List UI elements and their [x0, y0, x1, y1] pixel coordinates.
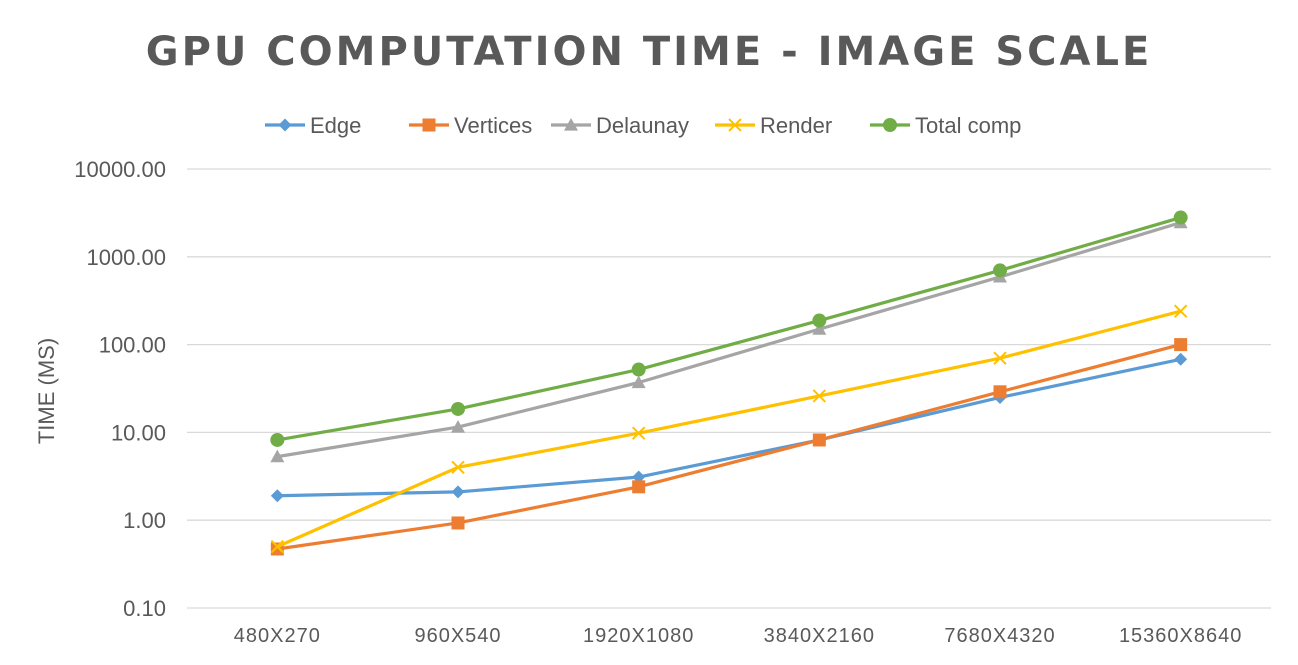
marker-stroke: [631, 426, 646, 440]
x-tick-label: 7680X4320: [944, 625, 1055, 647]
x-tick-label: 960X540: [414, 625, 501, 647]
legend-marker: [278, 118, 292, 132]
legend-item-vertices: Vertices: [409, 113, 532, 138]
y-tick-label: 1.00: [123, 508, 166, 533]
data-point-render: [270, 539, 285, 554]
series-edge: [270, 352, 1188, 503]
data-point-total-comp: [631, 362, 646, 377]
data-point-total-comp: [270, 432, 285, 447]
series-line-edge: [277, 357, 1181, 498]
y-tick-label: 10000.00: [74, 157, 166, 182]
y-tick-label: 10.00: [111, 420, 166, 445]
legend-label: Delaunay: [596, 113, 689, 138]
series-line-render: [276, 309, 1182, 549]
legend-marker: [564, 118, 578, 131]
data-point-vertices: [1174, 338, 1188, 352]
series-line-vertices: [277, 343, 1182, 551]
y-axis-label: TIME (MS): [34, 338, 59, 444]
marker-stroke: [1173, 304, 1188, 318]
data-point-vertices: [993, 385, 1007, 399]
marker-stroke: [270, 539, 285, 554]
data-point-render: [451, 460, 465, 475]
x-tick-label: 480X270: [234, 625, 321, 647]
data-point-edge: [270, 489, 284, 503]
series-vertices: [270, 338, 1188, 556]
series-total-comp: [270, 210, 1188, 447]
legend-marker: [422, 118, 436, 132]
legend-item-delaunay: Delaunay: [551, 113, 689, 138]
legend-label: Vertices: [454, 113, 532, 138]
marker-stroke: [728, 118, 742, 132]
gridlines: [187, 168, 1271, 609]
legend-item-total-comp: Total comp: [870, 113, 1021, 138]
series-delaunay: [270, 215, 1188, 463]
y-tick-label: 0.10: [123, 596, 166, 621]
legend-item-edge: Edge: [265, 113, 361, 138]
data-point-total-comp: [812, 313, 827, 328]
data-point-total-comp: [1173, 210, 1188, 225]
marker-stroke: [451, 460, 465, 475]
legend: Edge Vertices Delaunay Render Total comp: [265, 113, 1021, 138]
y-tick-label: 100.00: [99, 333, 166, 358]
x-tick-label: 3840X2160: [764, 625, 875, 647]
data-point-edge: [632, 470, 646, 484]
y-tick-label: 1000.00: [86, 245, 166, 270]
legend-label: Edge: [310, 113, 361, 138]
data-point-delaunay: [451, 420, 465, 433]
data-point-delaunay: [812, 322, 827, 335]
data-point-render: [993, 351, 1007, 365]
x-axis-ticks: 480X270 960X540 1920X1080 3840X2160 7680X432…: [234, 625, 1242, 647]
legend-marker: [728, 118, 742, 132]
data-point-render: [812, 389, 827, 403]
legend-label: Render: [760, 113, 832, 138]
series-line-total-comp: [277, 216, 1182, 442]
series-line-delaunay: [277, 221, 1182, 459]
data-point-vertices: [451, 516, 465, 530]
data-point-total-comp: [451, 401, 465, 416]
marker-stroke: [993, 351, 1007, 365]
data-point-render: [631, 426, 646, 440]
data-point-edge: [1174, 352, 1188, 366]
x-tick-label: 1920X1080: [583, 625, 694, 647]
data-point-vertices: [812, 433, 826, 447]
legend-item-render: Render: [715, 113, 832, 138]
data-point-delaunay: [270, 449, 285, 463]
marker-stroke: [812, 389, 827, 403]
y-axis-ticks: 0.10 1.00 10.00 100.00 1000.00 10000.00: [74, 157, 166, 621]
series-render: [270, 304, 1188, 554]
x-tick-label: 15360X8640: [1119, 625, 1242, 647]
data-point-edge: [451, 485, 465, 499]
data-point-vertices: [632, 480, 646, 494]
data-point-total-comp: [993, 263, 1007, 278]
legend-label: Total comp: [915, 113, 1021, 138]
data-point-delaunay: [631, 375, 646, 389]
series-layer: [270, 210, 1188, 556]
legend-marker: [883, 118, 897, 132]
chart-title: GPU COMPUTATION TIME - IMAGE SCALE: [146, 29, 1153, 75]
data-point-render: [1173, 304, 1188, 318]
